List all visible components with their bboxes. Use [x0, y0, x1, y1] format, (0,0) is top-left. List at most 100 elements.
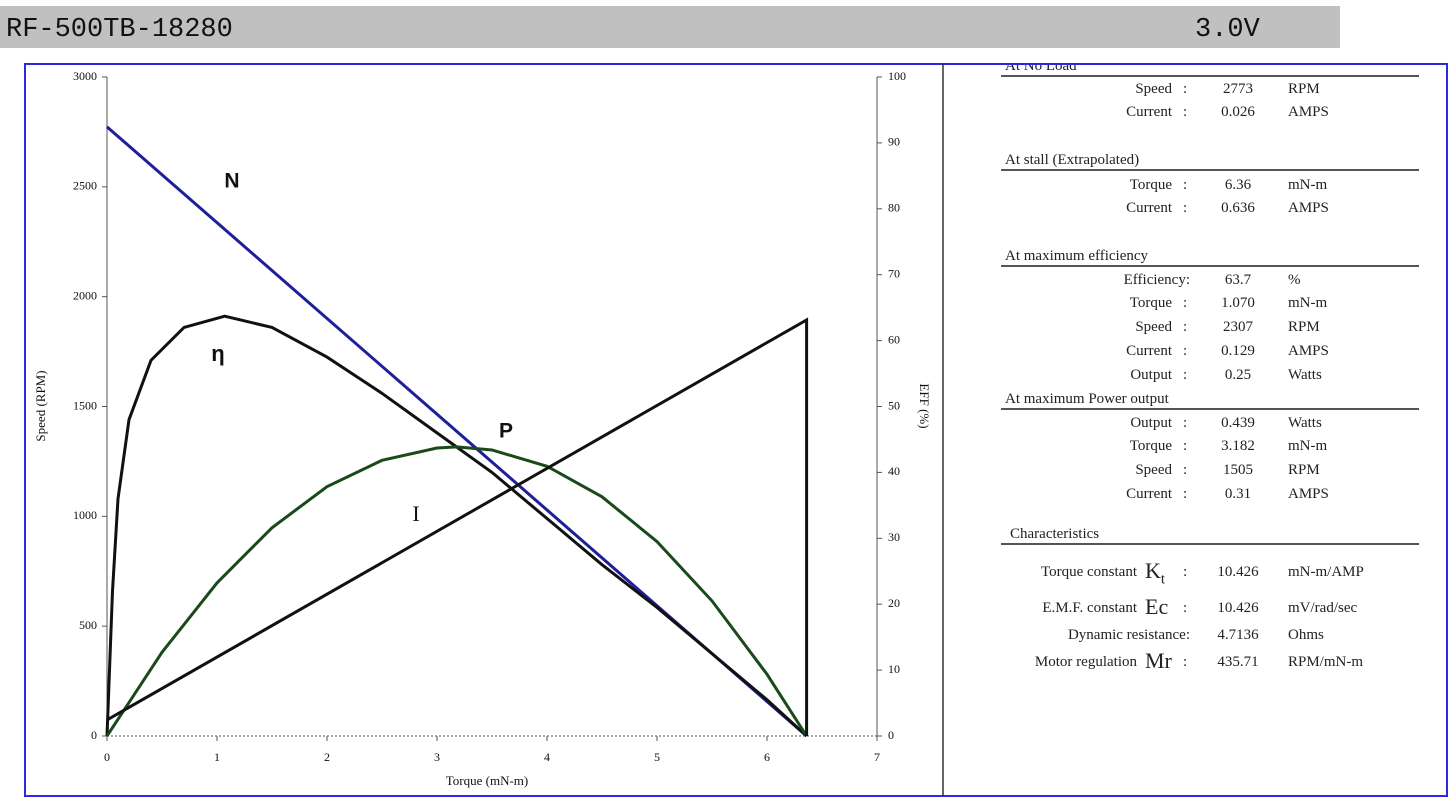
row-unit: AMPS: [1288, 104, 1329, 120]
row-value: 6.36: [1224, 177, 1252, 193]
row-value: 63.7: [1224, 272, 1252, 288]
x-tick-label: 3: [434, 750, 440, 764]
y-tick-label: 500: [79, 618, 97, 632]
row-unit: AMPS: [1288, 486, 1329, 502]
series-label: I: [412, 501, 419, 526]
section-rule: [1001, 75, 1419, 77]
row-unit: AMPS: [1288, 343, 1329, 359]
row-sep: :: [1183, 343, 1188, 359]
row-sep: :: [1183, 367, 1188, 383]
y2-tick-label: 90: [888, 135, 900, 149]
series-label: η: [211, 341, 224, 366]
row-symbol-sub: t: [1160, 571, 1166, 588]
section-rule: [1001, 169, 1419, 171]
row-label: Output: [1130, 367, 1172, 383]
row-symbol: Kt: [1145, 558, 1166, 588]
row-sep: :: [1183, 104, 1188, 120]
section-rule: [1001, 543, 1419, 545]
x-tick-label: 1: [214, 750, 220, 764]
y2-tick-label: 10: [888, 662, 900, 676]
row-unit: mV/rad/sec: [1288, 600, 1358, 616]
y2-tick-label: 100: [888, 69, 906, 83]
row-symbol: Ec: [1145, 594, 1169, 619]
row-value: 1.070: [1221, 295, 1255, 311]
section-title: At maximum Power output: [1005, 391, 1169, 407]
series-line: [105, 314, 808, 738]
y2-tick-label: 40: [888, 464, 900, 478]
row-unit: mN-m: [1288, 295, 1328, 311]
row-value: 0.026: [1221, 104, 1255, 120]
y-tick-label: 1500: [73, 398, 97, 412]
y2-tick-label: 50: [888, 398, 900, 412]
row-value: 2307: [1223, 319, 1253, 335]
series-label: P: [499, 420, 513, 443]
row-label: Speed: [1135, 81, 1172, 97]
series-label: N: [224, 170, 239, 193]
row-label: Output: [1130, 415, 1172, 431]
row-label: Torque: [1129, 295, 1172, 311]
row-unit: RPM/mN-m: [1288, 654, 1364, 670]
row-unit: RPM: [1288, 319, 1320, 335]
row-sep: :: [1183, 486, 1188, 502]
row-sep: :: [1183, 564, 1188, 580]
voltage-title: 3.0V: [1195, 15, 1261, 45]
row-value: 1505: [1223, 462, 1253, 478]
section-title: At No Load: [1005, 65, 1077, 74]
row-label: Torque constant: [1040, 564, 1137, 580]
section-title: Characteristics: [1010, 526, 1100, 542]
row-unit: %: [1288, 272, 1301, 288]
row-unit: RPM: [1288, 462, 1320, 478]
row-sep: :: [1183, 81, 1188, 97]
row-label: Speed: [1135, 319, 1172, 335]
row-value: 0.25: [1224, 367, 1252, 383]
row-label: Current: [1126, 200, 1172, 216]
y-tick-label: 3000: [73, 69, 97, 83]
row-label: Current: [1126, 343, 1172, 359]
section-rule: [1001, 265, 1419, 267]
series-line: [106, 317, 809, 736]
row-unit: RPM: [1288, 81, 1320, 97]
y2-tick-label: 20: [888, 596, 900, 610]
x-tick-label: 4: [544, 750, 550, 764]
x-axis-title: Torque (mN-m): [446, 773, 528, 788]
row-label: Efficiency:: [1123, 272, 1190, 288]
row-value: 10.426: [1217, 600, 1259, 616]
y-axis-title: Speed (RPM): [33, 370, 48, 441]
row-label: Motor regulation: [1034, 654, 1137, 670]
row-label: Current: [1126, 104, 1172, 120]
row-unit: Ohms: [1288, 627, 1324, 643]
y2-tick-label: 0: [888, 728, 894, 742]
row-sep: :: [1183, 462, 1188, 478]
row-sep: :: [1183, 319, 1188, 335]
y2-axis-title: EFF (%): [917, 383, 932, 428]
row-value: 0.129: [1221, 343, 1255, 359]
y-tick-label: 2000: [73, 288, 97, 302]
row-unit: AMPS: [1288, 200, 1329, 216]
spec-panel: At No Load Speed: 2773 RPM Current: 0.026 AMPS…: [944, 65, 1446, 795]
row-sep: :: [1183, 177, 1188, 193]
row-value: 3.182: [1221, 438, 1255, 454]
y2-tick-label: 80: [888, 201, 900, 215]
section-rule: [1001, 408, 1419, 410]
x-tick-label: 6: [764, 750, 770, 764]
row-label: Torque: [1129, 438, 1172, 454]
row-value: 10.426: [1217, 564, 1259, 580]
y-tick-label: 1000: [73, 508, 97, 522]
row-unit: mN-m: [1288, 438, 1328, 454]
row-sep: :: [1183, 295, 1188, 311]
row-unit: Watts: [1288, 415, 1322, 431]
y-tick-label: 0: [91, 728, 97, 742]
row-value: 435.71: [1217, 654, 1259, 670]
y2-tick-label: 60: [888, 332, 900, 346]
model-title: RF-500TB-18280: [6, 15, 233, 45]
row-label: Torque: [1129, 177, 1172, 193]
row-label: E.M.F. constant: [1042, 600, 1137, 616]
x-tick-label: 2: [324, 750, 330, 764]
row-unit: Watts: [1288, 367, 1322, 383]
row-unit: mN-m: [1288, 177, 1328, 193]
row-value: 2773: [1223, 81, 1253, 97]
row-sep: :: [1183, 415, 1188, 431]
row-value: 0.636: [1221, 200, 1255, 216]
